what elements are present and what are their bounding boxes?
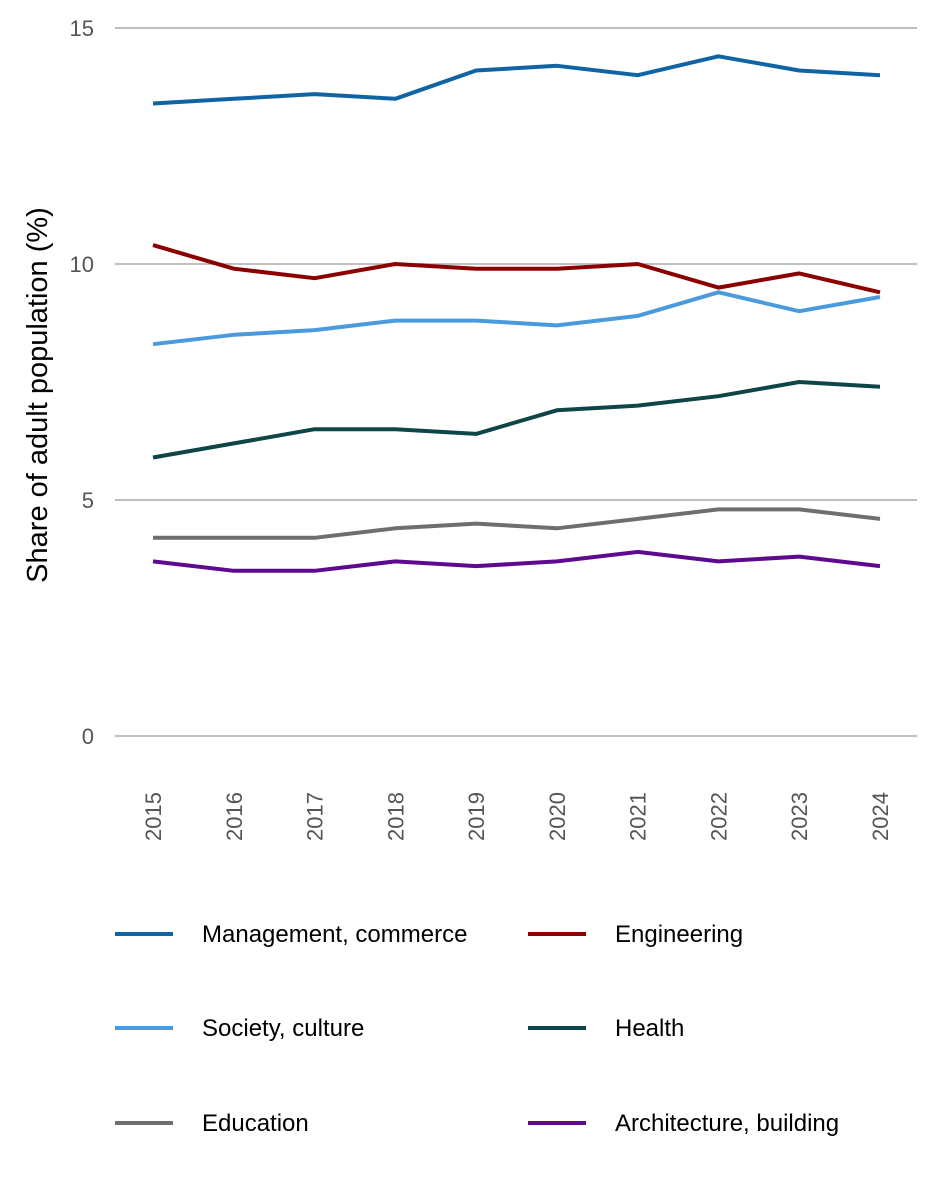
y-axis-title: Share of adult population (%) [22, 207, 54, 583]
x-tick-label: 2016 [222, 792, 247, 841]
legend-item: Engineering [528, 921, 743, 948]
series-line-management-commerce [152, 54, 881, 106]
series-line-architecture-building [152, 549, 881, 573]
x-tick-label: 2022 [706, 792, 731, 841]
series-line-education [153, 507, 881, 540]
legend-label: Education [202, 1110, 309, 1137]
legend-label: Architecture, building [615, 1110, 839, 1137]
x-tick-label: 2021 [626, 792, 651, 841]
x-tick-label: 2023 [787, 792, 812, 841]
x-tick-label: 2015 [141, 792, 166, 841]
y-tick-label: 5 [82, 488, 94, 513]
legend-item: Education [115, 1110, 309, 1137]
legend-label: Society, culture [202, 1015, 364, 1042]
y-tick-label: 0 [82, 724, 94, 749]
legend-item: Society, culture [115, 1015, 364, 1042]
y-tick-label: 10 [70, 252, 94, 277]
legend-label: Health [615, 1015, 684, 1042]
gridlines [115, 27, 917, 737]
series-lines [152, 54, 881, 573]
x-tick-label: 2017 [303, 792, 328, 841]
x-tick-label: 2019 [464, 792, 489, 841]
x-tick-label: 2024 [868, 792, 893, 841]
series-line-health [152, 380, 881, 460]
y-tick-label: 15 [70, 16, 94, 41]
legend: Management, commerce Engineering Society, … [115, 921, 839, 1137]
legend-label: Management, commerce [202, 921, 467, 948]
y-tick-labels: 0 5 10 15 [70, 16, 94, 749]
series-line-society-culture [152, 290, 881, 347]
legend-item: Management, commerce [115, 921, 467, 948]
x-tick-label: 2018 [383, 792, 408, 841]
x-tick-label: 2020 [545, 792, 570, 841]
legend-label: Engineering [615, 921, 743, 948]
legend-item: Architecture, building [528, 1110, 839, 1137]
x-tick-labels: 2015 2016 2017 2018 2019 2020 2021 2022 2023 2024 [141, 792, 893, 841]
legend-item: Health [528, 1015, 684, 1042]
series-line-engineering [152, 243, 881, 295]
